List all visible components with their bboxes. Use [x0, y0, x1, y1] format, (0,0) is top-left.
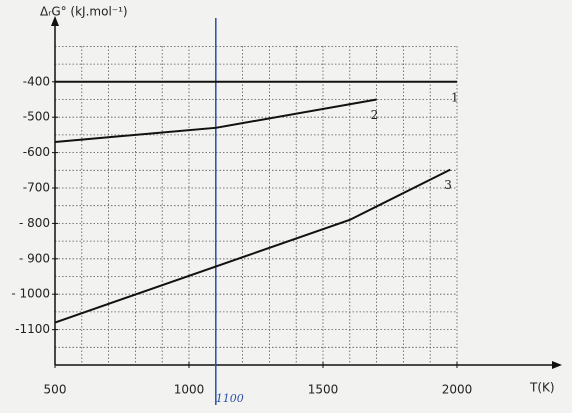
y-tick-label: -1100 — [15, 322, 50, 336]
y-axis-arrow — [51, 16, 59, 26]
x-axis-arrow — [552, 361, 562, 369]
y-tick-label: -600 — [23, 145, 50, 159]
y-tick-label: -400 — [23, 74, 50, 88]
series-label: 2 — [371, 108, 379, 122]
x-tick-label: 500 — [44, 383, 67, 397]
y-axis-label: ΔᵣG° (kJ.mol⁻¹) — [40, 5, 128, 19]
x-tick-label: 1500 — [308, 383, 339, 397]
series-line — [54, 168, 451, 324]
series-line — [54, 98, 377, 143]
y-tick-label: -700 — [23, 181, 50, 195]
series-label: 1 — [451, 90, 459, 104]
x-tick-label: 2000 — [442, 383, 473, 397]
x-tick-label: 1000 — [174, 383, 205, 397]
y-tick-label: - 900 — [19, 251, 50, 265]
y-tick-label: - 800 — [19, 216, 50, 230]
y-tick-label: - 1000 — [11, 287, 50, 301]
y-tick-label: -500 — [23, 110, 50, 124]
x-axis-label: T(K) — [529, 381, 555, 395]
annotation-text: 1100 — [216, 392, 244, 405]
series-label: 3 — [444, 178, 452, 192]
